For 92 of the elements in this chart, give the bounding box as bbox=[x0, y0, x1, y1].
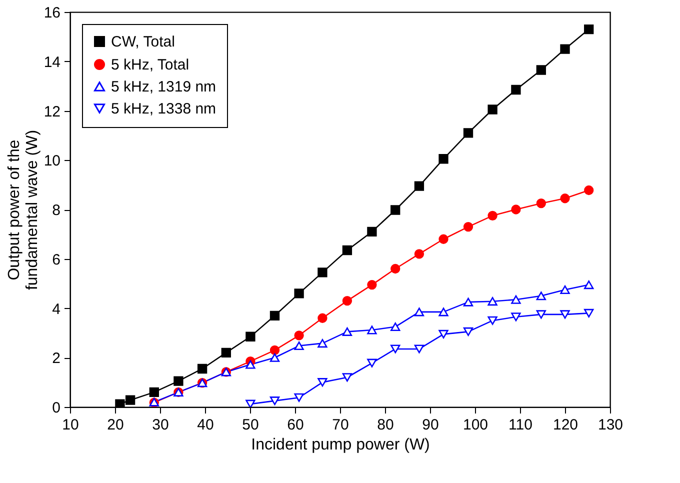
point bbox=[367, 358, 377, 368]
y-tick-label: 14 bbox=[44, 54, 60, 71]
point bbox=[294, 342, 304, 350]
point bbox=[511, 84, 521, 95]
point bbox=[511, 204, 521, 214]
legend-label: CW, Total bbox=[111, 34, 175, 50]
point bbox=[115, 399, 125, 407]
point bbox=[390, 264, 400, 274]
point bbox=[390, 322, 400, 332]
x-tick-label: 30 bbox=[152, 416, 169, 434]
point bbox=[294, 330, 304, 340]
point bbox=[560, 310, 570, 319]
point bbox=[438, 308, 448, 316]
point bbox=[367, 226, 377, 237]
point bbox=[367, 280, 377, 290]
x-tick-label: 40 bbox=[197, 416, 214, 434]
x-tick-label: 120 bbox=[552, 416, 578, 434]
point bbox=[536, 65, 546, 75]
y-tick-label: 10 bbox=[44, 152, 60, 170]
x-tick-label: 130 bbox=[598, 416, 624, 434]
point bbox=[270, 353, 280, 362]
point bbox=[318, 268, 328, 278]
point bbox=[270, 396, 280, 406]
point bbox=[463, 128, 474, 138]
point bbox=[174, 376, 184, 386]
point bbox=[367, 326, 377, 334]
point bbox=[246, 332, 256, 342]
x-axis-title: Incident pump power (W) bbox=[251, 436, 430, 454]
point bbox=[342, 327, 352, 336]
point bbox=[488, 104, 498, 114]
point bbox=[414, 308, 424, 316]
point bbox=[246, 360, 256, 369]
point bbox=[488, 316, 498, 325]
x-tick-label: 60 bbox=[287, 416, 304, 434]
legend-label: 5 kHz, 1319 nm bbox=[111, 78, 216, 96]
point bbox=[149, 387, 159, 398]
point bbox=[294, 288, 304, 298]
point bbox=[584, 24, 594, 34]
point bbox=[488, 297, 498, 306]
y-tick-label: 2 bbox=[52, 350, 60, 368]
point bbox=[536, 292, 546, 300]
x-tick-label: 50 bbox=[242, 416, 259, 434]
point bbox=[414, 344, 424, 354]
point bbox=[560, 44, 570, 54]
point bbox=[463, 327, 474, 336]
point bbox=[318, 378, 328, 387]
point bbox=[270, 310, 280, 320]
y-tick-label: 12 bbox=[44, 103, 60, 120]
point bbox=[390, 205, 400, 215]
point bbox=[488, 210, 498, 220]
x-tick-label: 90 bbox=[422, 416, 439, 434]
x-tick-label: 80 bbox=[377, 416, 394, 434]
legend-label: 5 kHz, Total bbox=[111, 56, 190, 74]
point bbox=[536, 198, 546, 208]
legend-label: 5 kHz, 1338 nm bbox=[111, 100, 216, 118]
x-tick-label: 100 bbox=[462, 416, 488, 434]
point bbox=[560, 285, 570, 294]
point bbox=[390, 344, 400, 354]
point bbox=[270, 345, 280, 356]
y-tick-label: 16 bbox=[44, 4, 60, 22]
point bbox=[342, 373, 352, 382]
point bbox=[463, 298, 474, 306]
point bbox=[438, 234, 448, 244]
point bbox=[511, 312, 521, 322]
point bbox=[294, 393, 304, 402]
point bbox=[414, 181, 424, 191]
x-tick-label: 20 bbox=[107, 416, 124, 434]
point bbox=[414, 249, 424, 259]
y-tick-label: 6 bbox=[52, 251, 60, 268]
point bbox=[246, 400, 256, 407]
point bbox=[318, 339, 328, 348]
point bbox=[560, 194, 570, 204]
point bbox=[342, 245, 352, 256]
point bbox=[221, 348, 231, 358]
point bbox=[342, 296, 352, 306]
x-tick-label: 110 bbox=[508, 416, 532, 434]
y-axis-title: Output power of the fundamental wave (W) bbox=[6, 130, 41, 290]
point bbox=[125, 395, 136, 405]
point bbox=[511, 295, 521, 304]
y-tick-label: 0 bbox=[52, 400, 60, 416]
point bbox=[584, 185, 594, 196]
point bbox=[463, 222, 474, 232]
point bbox=[438, 330, 448, 338]
x-tick-label: 70 bbox=[332, 416, 349, 434]
y-tick-label: 8 bbox=[52, 202, 60, 219]
point bbox=[438, 154, 448, 164]
point bbox=[584, 280, 594, 290]
y-tick-label: 4 bbox=[52, 300, 60, 318]
point bbox=[584, 308, 594, 318]
point bbox=[197, 364, 208, 374]
point bbox=[536, 310, 546, 319]
point bbox=[318, 313, 328, 323]
